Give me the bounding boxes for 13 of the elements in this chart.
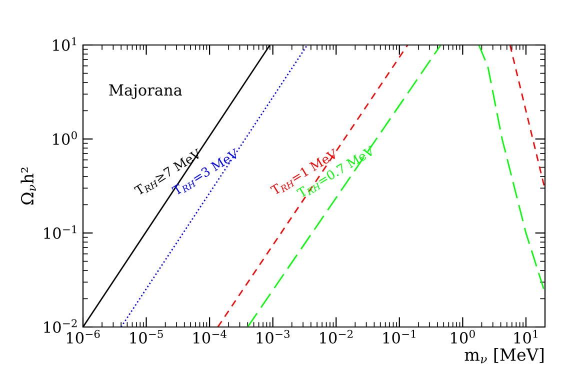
y-axis-title: Ω$_{ν}$h² xyxy=(20,168,36,204)
x-tick-label: 10$^{−5}$ xyxy=(130,330,163,344)
y-tick-label: 10$^{1}$ xyxy=(53,37,76,51)
x-tick-label: 10$^{0}$ xyxy=(451,330,475,344)
y-tick-label: 10$^{−1}$ xyxy=(44,225,76,239)
x-axis-title: m$_{ν}$ [MeV] xyxy=(464,348,544,364)
x-tick-label: 10$^{−1}$ xyxy=(383,330,416,344)
annotation: Majorana xyxy=(109,84,182,99)
x-tick-label: 10$^{−4}$ xyxy=(194,330,226,344)
x-tick-label: 10$^{1}$ xyxy=(514,330,538,344)
x-tick-label: 10$^{−3}$ xyxy=(256,330,290,344)
x-tick-label: 10$^{−2}$ xyxy=(320,330,353,344)
y-tick-label: 10$^{0}$ xyxy=(53,131,77,145)
